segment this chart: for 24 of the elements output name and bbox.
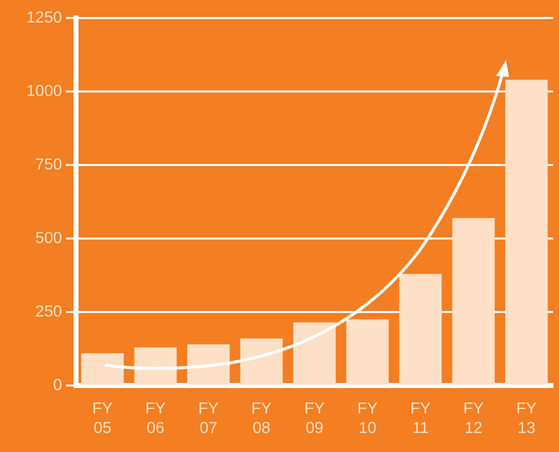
x-tick-label: FY 07 [198, 400, 220, 437]
x-tick-label: FY 05 [92, 400, 114, 437]
bar [505, 80, 548, 385]
bar [134, 347, 177, 385]
bar [452, 218, 495, 385]
y-tick-label: 1000 [26, 82, 62, 100]
x-tick-label: FY 08 [251, 400, 272, 437]
y-tick-label: 250 [35, 303, 62, 320]
y-tick-label: 0 [53, 377, 62, 394]
bar [81, 353, 124, 385]
x-tick-label: FY 12 [463, 400, 484, 437]
x-tick-label: FY 09 [304, 400, 326, 437]
y-tick-label: 1250 [26, 9, 62, 26]
x-tick-label: FY 06 [145, 400, 166, 437]
y-tick-label: 500 [35, 230, 62, 247]
bar [399, 274, 442, 385]
x-tick-label: FY 13 [516, 400, 538, 437]
x-tick-label: FY 11 [410, 400, 432, 437]
bar [187, 344, 230, 385]
x-tick-label: FY 10 [357, 400, 378, 437]
y-tick-label: 750 [35, 156, 62, 174]
bar [240, 338, 283, 385]
bar [293, 322, 336, 385]
bar [346, 319, 389, 385]
